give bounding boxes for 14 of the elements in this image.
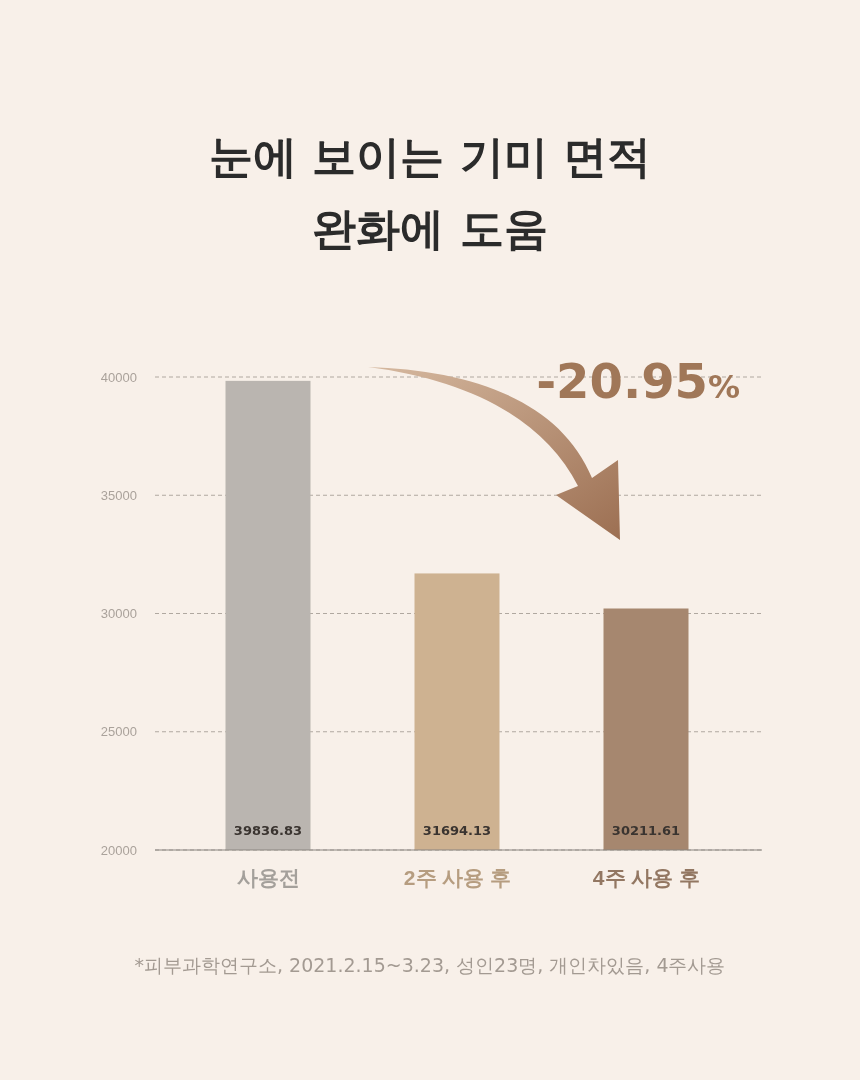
x-tick-label: 2주 사용 후 bbox=[403, 865, 512, 889]
data-label: 30211.61 bbox=[611, 823, 681, 838]
annotation: -20.95% bbox=[536, 353, 740, 409]
y-tick-label: 40000 bbox=[100, 369, 137, 385]
data-label: 31694.13 bbox=[422, 823, 492, 838]
y-tick-label: 20000 bbox=[100, 842, 137, 858]
y-tick-label: 30000 bbox=[100, 606, 137, 622]
y-tick-label: 25000 bbox=[100, 724, 137, 740]
data-label: 39836.83 bbox=[233, 823, 303, 838]
x-tick-label: 사용전 bbox=[237, 865, 300, 889]
y-tick-label: 35000 bbox=[100, 487, 137, 503]
chart-title: 눈에 보이는 기미 면적 완화에 도움 bbox=[209, 131, 651, 254]
x-tick-label: 4주 사용 후 bbox=[592, 865, 701, 889]
text: *피부과학연구소, 2021.2.15~3.23, 성인23명, 개인차있음, 4주사용 bbox=[134, 954, 726, 976]
